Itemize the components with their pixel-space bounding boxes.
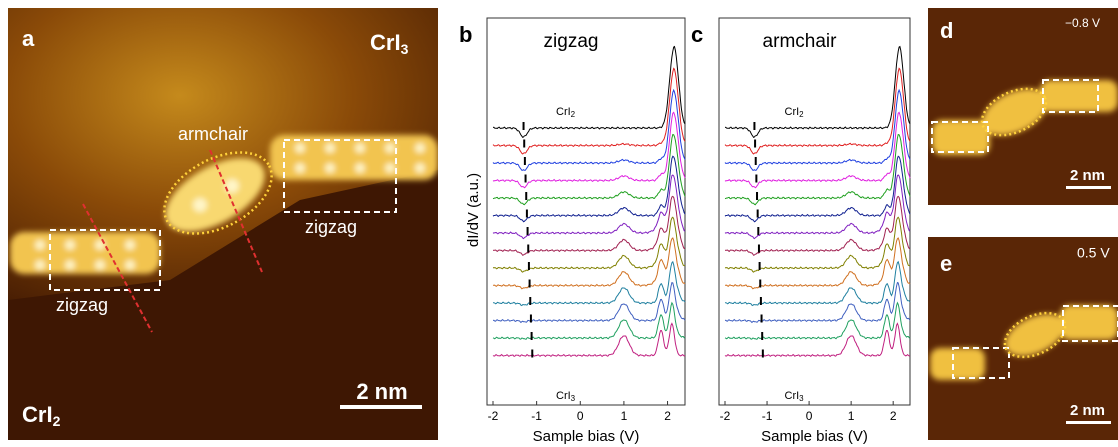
y-axis-label: dI/dV (a.u.) xyxy=(465,173,482,247)
x-axis-label: Sample bias (V) xyxy=(761,428,868,445)
spectrum-curve xyxy=(724,216,911,273)
x-tick-label: -2 xyxy=(720,409,731,423)
panel-title: zigzag xyxy=(544,31,599,52)
curve-label: CrI3 xyxy=(556,390,576,403)
plot-frame xyxy=(718,17,911,406)
spectrum-curve xyxy=(492,322,686,358)
scale-bar-label: 2 nm xyxy=(356,379,407,404)
stm-image-a: a CrI3 armchair zigzag zigzag 2 nm CrI2 xyxy=(8,8,438,440)
scale-bar xyxy=(1066,421,1111,424)
spectrum-curve xyxy=(492,111,686,189)
armchair-label: armchair xyxy=(178,124,248,144)
material-sub: 2 xyxy=(53,413,61,429)
scale-bar-label: 2 nm xyxy=(1070,167,1105,184)
x-tick-label: -2 xyxy=(488,409,499,423)
panel-letter: e xyxy=(940,251,952,276)
stm-image-d: d −0.8 V 2 nm xyxy=(928,8,1118,205)
panel-letter: b xyxy=(459,22,472,47)
scale-bar-label: 2 nm xyxy=(1070,402,1105,419)
spectrum-curve xyxy=(492,67,686,155)
spectrum-curve xyxy=(724,260,911,307)
curve-label-text: CrI xyxy=(556,390,571,402)
curve-label-text: CrI xyxy=(785,106,800,118)
spectrum-curve xyxy=(724,88,911,171)
spectrum-curve xyxy=(724,195,911,256)
spectrum-curve xyxy=(492,133,686,206)
spectrum-curve xyxy=(724,301,911,340)
curve-label: CrI2 xyxy=(556,106,576,119)
scale-bar xyxy=(340,405,422,409)
x-tick-label: 0 xyxy=(806,409,813,423)
x-axis-label: Sample bias (V) xyxy=(533,428,640,445)
spectrum-curve xyxy=(492,155,686,223)
spectrum-curve xyxy=(492,195,686,256)
bias-label: 0.5 V xyxy=(1077,245,1110,261)
x-tick-label: 2 xyxy=(664,409,671,423)
spectrum-curve xyxy=(492,216,686,273)
curve-label-text: CrI xyxy=(785,390,800,402)
zigzag-label: zigzag xyxy=(56,295,108,315)
spectrum-curve xyxy=(724,133,911,206)
spectrum-curve xyxy=(724,322,911,358)
spectrum-curve xyxy=(492,45,686,139)
spectrum-curve xyxy=(724,237,911,290)
curve-label: CrI2 xyxy=(785,106,805,119)
curve-label-sub: 3 xyxy=(571,394,576,403)
spectrum-curve xyxy=(724,155,911,223)
spectrum-curve xyxy=(492,88,686,171)
bias-label: −0.8 V xyxy=(1065,16,1100,30)
spectrum-curve xyxy=(492,237,686,290)
x-tick-label: 2 xyxy=(890,409,897,423)
spectra-panels: -2 -1 0 1 2 b zigzag Sample bias (V) dI/dV (a.u.… xyxy=(459,17,911,445)
spectrum-curve xyxy=(492,174,686,240)
x-tick-label: 1 xyxy=(848,409,855,423)
curve-label-text: CrI xyxy=(556,106,571,118)
material-sub: 3 xyxy=(401,41,409,57)
x-tick-label: 1 xyxy=(621,409,628,423)
spectrum-curve xyxy=(724,174,911,240)
plot-frame xyxy=(486,17,686,406)
material-text: CrI xyxy=(370,30,401,55)
material-label: CrI3 xyxy=(370,30,409,57)
spectrum-curve xyxy=(492,301,686,340)
spectrum-curve xyxy=(724,281,911,324)
spectrum-curve xyxy=(724,45,911,139)
spectrum-curve xyxy=(724,67,911,155)
material-label: CrI2 xyxy=(22,402,61,429)
spectrum-curve xyxy=(492,281,686,324)
curve-label: CrI3 xyxy=(785,390,805,403)
curve-label-sub: 3 xyxy=(799,394,804,403)
panel-title: armchair xyxy=(763,31,838,52)
spectrum-curve xyxy=(492,260,686,307)
x-tick-label: -1 xyxy=(531,409,542,423)
x-tick-label: -1 xyxy=(762,409,773,423)
x-tick-label: 0 xyxy=(577,409,584,423)
panel-letter: a xyxy=(22,26,35,51)
material-text: CrI xyxy=(22,402,53,427)
panel-letter: d xyxy=(940,18,953,43)
panel-letter: c xyxy=(691,22,703,47)
scale-bar xyxy=(1066,186,1111,189)
zigzag-label: zigzag xyxy=(305,217,357,237)
curve-label-sub: 2 xyxy=(799,110,804,119)
spectrum-curve xyxy=(724,111,911,189)
curve-label-sub: 2 xyxy=(571,110,576,119)
stm-image-e: e 0.5 V 2 nm xyxy=(928,237,1118,440)
